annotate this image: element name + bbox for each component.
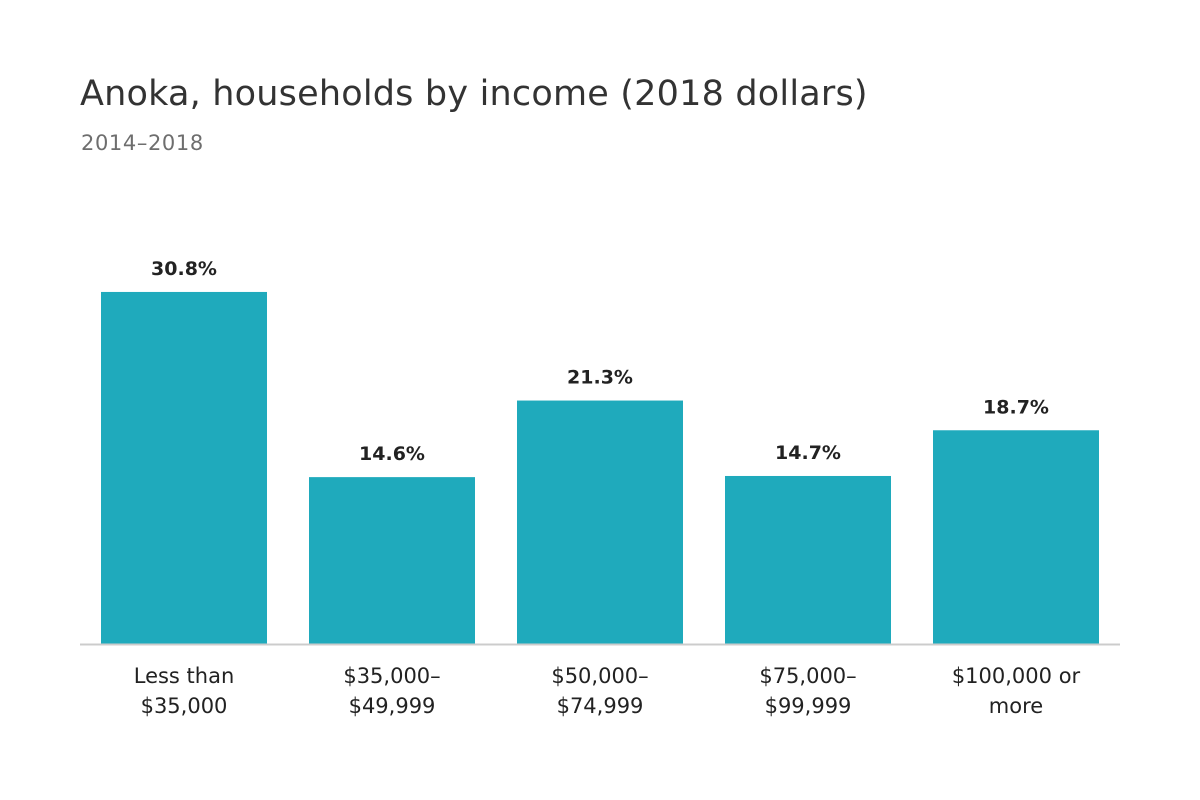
x-tick-label-line: $49,999	[349, 694, 436, 718]
bar-3	[517, 400, 683, 644]
x-tick-label-line: $35,000	[141, 694, 228, 718]
chart-subtitle: 2014–2018	[81, 131, 204, 155]
x-tick-label-line: $74,999	[557, 694, 644, 718]
x-tick-label: Less than $35,000	[134, 664, 235, 718]
x-tick-label: $100,000 or more	[952, 664, 1081, 718]
x-tick-label: $35,000– $49,999	[343, 664, 440, 718]
labels-layer: 30.8% Less than $35,000 14.6% $35,000– $49,99…	[134, 258, 1081, 718]
x-tick-label-line: more	[989, 694, 1043, 718]
x-tick-label: $75,000– $99,999	[759, 664, 856, 718]
x-tick-label-line: $35,000–	[343, 664, 440, 688]
x-tick-label-line: Less than	[134, 664, 235, 688]
bar-4	[725, 475, 891, 644]
bar-2	[309, 477, 475, 644]
x-tick-label-line: $75,000–	[759, 664, 856, 688]
bars-layer	[101, 291, 1099, 644]
x-tick-label-line: $50,000–	[551, 664, 648, 688]
bar-value-label: 21.3%	[567, 367, 633, 389]
bar-value-label: 14.6%	[359, 443, 425, 465]
x-tick-label: $50,000– $74,999	[551, 664, 648, 718]
bar-1	[101, 291, 267, 644]
x-tick-label-line: $99,999	[765, 694, 852, 718]
bar-value-label: 30.8%	[151, 258, 217, 280]
bar-value-label: 18.7%	[983, 396, 1049, 418]
chart-title: Anoka, households by income (2018 dollar…	[80, 74, 868, 114]
x-tick-label-line: $100,000 or	[952, 664, 1081, 688]
bar-5	[933, 430, 1099, 644]
bar-value-label: 14.7%	[775, 442, 841, 464]
